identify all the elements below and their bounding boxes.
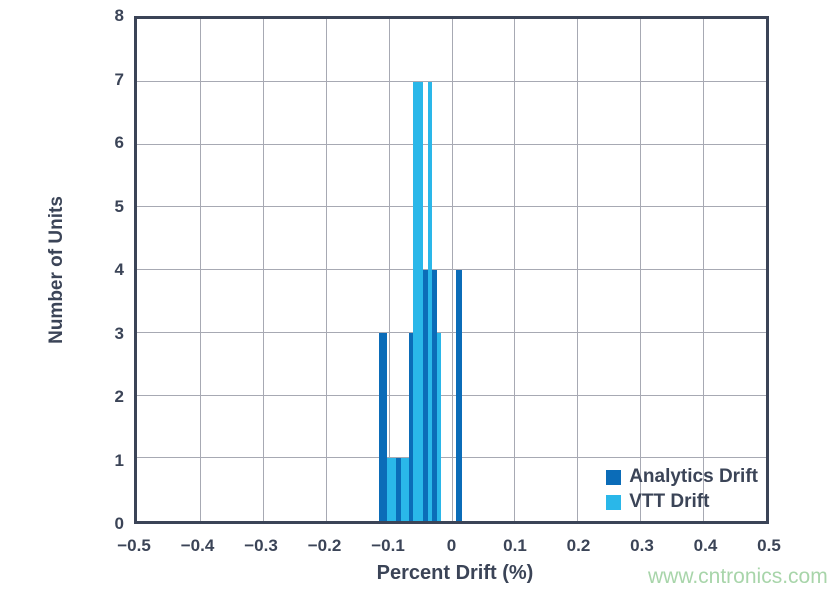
x-tick-label: −0.3 bbox=[244, 536, 278, 555]
gridline-horizontal bbox=[137, 206, 766, 208]
gridline-vertical bbox=[451, 19, 453, 521]
gridline-horizontal bbox=[137, 143, 766, 145]
x-tick-label: −0.5 bbox=[117, 536, 151, 555]
x-tick-label: −0.4 bbox=[180, 536, 215, 555]
bar-vtt bbox=[427, 81, 432, 521]
legend-label: Analytics Drift bbox=[629, 466, 758, 487]
watermark-text: www.cntronics.com bbox=[648, 565, 828, 588]
bar-analytics bbox=[422, 270, 428, 521]
gridline-vertical bbox=[577, 19, 579, 521]
gridline-vertical bbox=[199, 19, 201, 521]
gridline-vertical bbox=[262, 19, 264, 521]
y-tick-label: 7 bbox=[114, 69, 124, 89]
y-tick-label: 8 bbox=[114, 6, 124, 25]
gridline-vertical bbox=[703, 19, 705, 521]
x-tick-label: −0.1 bbox=[371, 536, 405, 555]
x-tick-label: −0.2 bbox=[307, 536, 342, 555]
gridline-vertical bbox=[388, 19, 390, 521]
y-tick-label: 1 bbox=[114, 450, 124, 470]
x-tick-label: 0.4 bbox=[693, 536, 718, 555]
gridline-horizontal bbox=[137, 269, 766, 270]
bar-analytics bbox=[378, 332, 388, 521]
x-tick-label: 0.2 bbox=[566, 536, 591, 555]
y-tick-label: 3 bbox=[114, 323, 124, 343]
legend: Analytics Drift VTT Drift bbox=[606, 466, 758, 513]
bar-analytics bbox=[455, 270, 463, 521]
bar-vtt bbox=[387, 458, 397, 521]
bar-vtt bbox=[401, 458, 409, 521]
x-tick-label: 0 bbox=[446, 536, 457, 555]
y-tick-label: 4 bbox=[114, 260, 124, 279]
bar-vtt bbox=[413, 81, 423, 521]
bar-analytics bbox=[408, 332, 414, 521]
bar-vtt bbox=[437, 332, 442, 521]
x-axis-title: Percent Drift (%) bbox=[376, 562, 534, 584]
legend-item: Analytics Drift bbox=[606, 466, 758, 488]
y-tick-label: 2 bbox=[114, 387, 124, 406]
legend-item: VTT Drift bbox=[606, 491, 758, 513]
gridline-vertical bbox=[514, 19, 516, 521]
gridline-horizontal bbox=[137, 394, 766, 396]
y-tick-label: 6 bbox=[114, 133, 124, 152]
gridline-horizontal bbox=[137, 457, 766, 459]
y-axis-title: Number of Units bbox=[46, 196, 67, 344]
gridline-horizontal bbox=[137, 80, 766, 82]
x-tick-label: 0.5 bbox=[757, 536, 781, 555]
bar-analytics bbox=[432, 270, 438, 521]
plot-area: Analytics Drift VTT Drift bbox=[134, 16, 769, 524]
gridline-horizontal bbox=[137, 331, 766, 333]
x-tick-label: 0.1 bbox=[503, 536, 527, 555]
x-tick-label: 0.3 bbox=[630, 536, 654, 555]
bar-analytics bbox=[396, 458, 402, 521]
legend-label: VTT Drift bbox=[629, 491, 710, 512]
y-tick-label: 0 bbox=[114, 514, 124, 533]
y-tick-label: 5 bbox=[114, 196, 124, 216]
gridline-vertical bbox=[640, 19, 642, 521]
legend-swatch-icon bbox=[606, 494, 622, 510]
legend-swatch-icon bbox=[606, 469, 622, 485]
gridline-vertical bbox=[325, 19, 327, 521]
